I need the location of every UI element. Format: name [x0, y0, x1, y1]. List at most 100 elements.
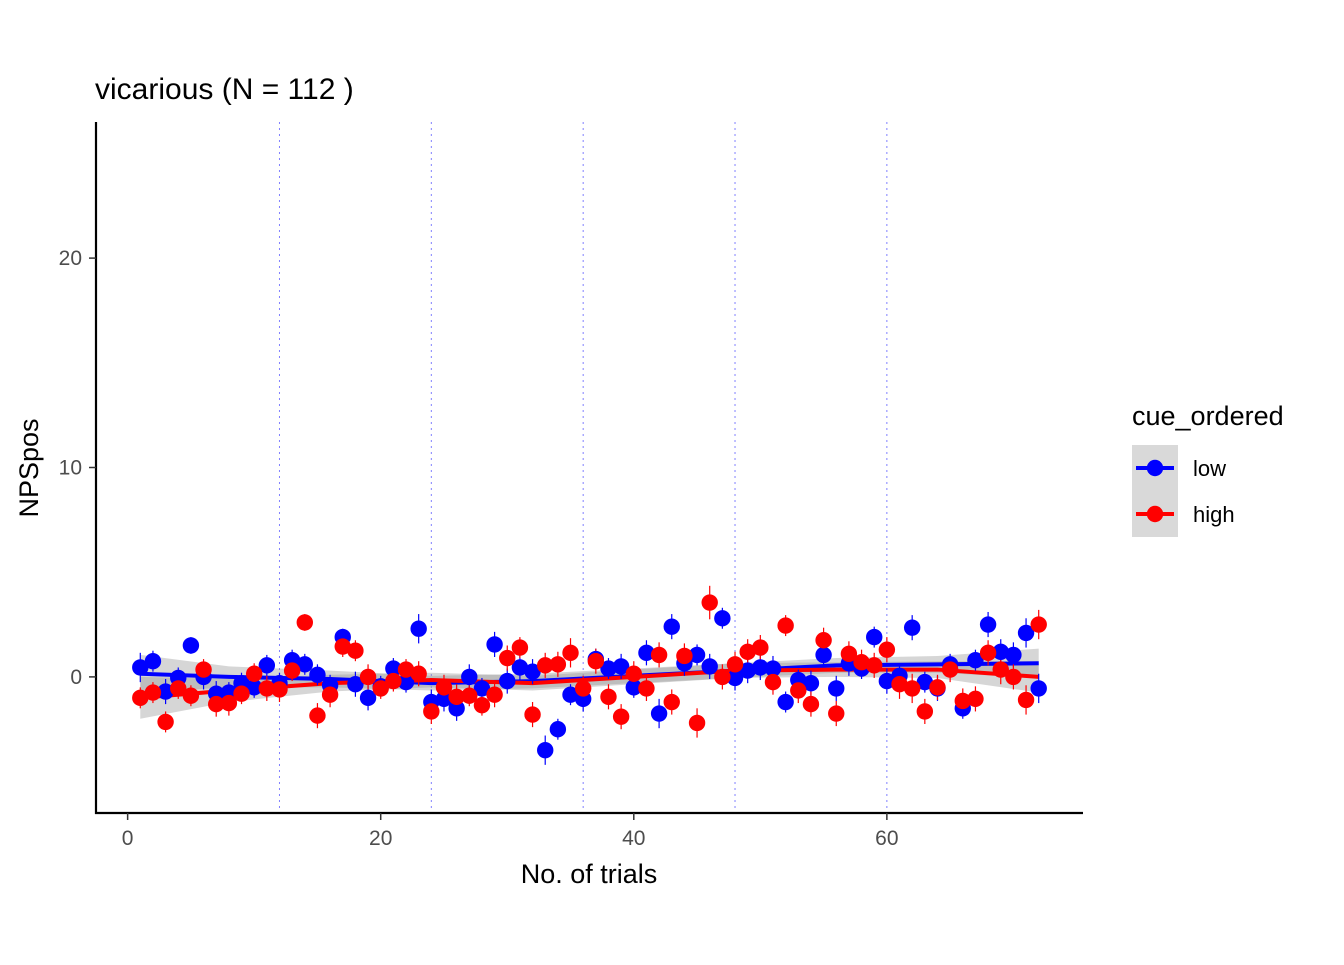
- data-point-low: [688, 646, 706, 664]
- data-point-high: [233, 685, 250, 702]
- data-point-low: [486, 636, 503, 653]
- data-point-high: [941, 661, 959, 678]
- legend-title: cue_ordered: [1132, 401, 1284, 431]
- data-point-low: [524, 663, 541, 680]
- data-point-high: [866, 657, 883, 674]
- data-point-high: [979, 644, 997, 662]
- data-point-high: [359, 668, 377, 686]
- data-point-high: [347, 642, 364, 659]
- data-points: [132, 594, 1047, 759]
- data-point-low: [726, 669, 744, 687]
- data-point-low: [701, 658, 718, 675]
- data-point-high: [461, 687, 478, 704]
- data-point-high: [334, 638, 351, 655]
- y-tick-label: 10: [59, 457, 82, 480]
- data-point-high: [587, 652, 605, 670]
- data-point-high: [612, 708, 630, 725]
- data-point-high: [726, 656, 744, 673]
- data-point-high: [549, 656, 567, 673]
- data-point-high: [967, 690, 984, 708]
- data-point-low: [258, 657, 276, 674]
- data-point-high: [397, 661, 415, 678]
- data-point-high: [663, 693, 680, 711]
- data-point-high: [271, 681, 288, 698]
- data-point-low: [739, 662, 756, 679]
- data-point-high: [891, 676, 908, 693]
- data-point-low: [828, 680, 845, 697]
- data-point-high: [410, 665, 427, 682]
- data-point-low: [537, 741, 554, 759]
- legend: cue_ordered low high: [1132, 401, 1284, 537]
- data-point-low: [1005, 646, 1022, 664]
- data-point-low: [1017, 624, 1035, 642]
- x-tick-label: 20: [369, 827, 392, 850]
- data-point-high: [1017, 691, 1035, 709]
- data-point-high: [448, 688, 465, 705]
- data-point-low: [612, 658, 630, 675]
- data-point-low: [132, 659, 149, 676]
- data-point-high: [195, 661, 212, 678]
- data-point-low: [309, 666, 326, 683]
- vertical-reference-lines: [278, 122, 888, 813]
- data-point-low: [1030, 680, 1047, 697]
- data-point-high: [524, 706, 541, 723]
- legend-key-point-high: [1146, 505, 1164, 523]
- data-point-low: [903, 619, 921, 636]
- data-point-high: [638, 680, 655, 697]
- legend-items: low high: [1132, 445, 1235, 537]
- data-point-low: [714, 610, 731, 627]
- data-point-high: [802, 695, 820, 713]
- data-point-high: [296, 614, 313, 631]
- data-point-low: [992, 643, 1009, 660]
- x-tick-label: 0: [122, 827, 134, 850]
- data-point-high: [739, 643, 756, 660]
- data-point-low: [397, 673, 415, 691]
- data-point-low: [410, 620, 427, 637]
- data-point-high: [828, 705, 845, 722]
- legend-key-point-low: [1146, 459, 1164, 477]
- data-point-high: [840, 645, 858, 663]
- data-point-high: [385, 672, 402, 690]
- data-point-low: [347, 676, 364, 693]
- data-point-high: [309, 707, 326, 724]
- data-point-low: [752, 659, 769, 676]
- data-point-high: [511, 639, 529, 656]
- ticks: 0 20 40 60 0 10 20: [59, 247, 899, 850]
- data-point-low: [967, 651, 984, 669]
- x-axis-label: No. of trials: [521, 859, 658, 889]
- data-point-high: [853, 654, 870, 671]
- y-axis-label: NPSpos: [14, 418, 44, 517]
- data-point-high: [537, 657, 554, 674]
- data-point-low: [157, 683, 174, 700]
- data-point-high: [423, 703, 440, 720]
- data-point-high: [764, 673, 782, 691]
- data-point-high: [688, 714, 706, 732]
- legend-label-high: high: [1193, 502, 1235, 527]
- y-tick-label: 20: [59, 247, 82, 270]
- x-tick-label: 40: [622, 827, 645, 850]
- data-point-high: [903, 680, 921, 697]
- data-point-low: [549, 721, 567, 738]
- data-point-low: [359, 689, 377, 707]
- data-point-low: [511, 659, 529, 676]
- data-point-high: [486, 686, 503, 703]
- data-point-low: [866, 628, 883, 646]
- data-point-low: [916, 673, 934, 691]
- data-point-high: [499, 649, 516, 667]
- data-point-high: [562, 644, 579, 662]
- data-point-low: [562, 686, 579, 703]
- data-point-low: [878, 672, 896, 690]
- data-point-low: [473, 680, 491, 697]
- data-point-low: [461, 668, 478, 686]
- data-point-high: [321, 686, 339, 703]
- data-point-low: [296, 656, 313, 673]
- data-point-low: [144, 652, 162, 670]
- data-point-high: [929, 679, 946, 696]
- data-point-low: [979, 616, 997, 633]
- data-point-low: [777, 693, 794, 711]
- data-point-low: [638, 644, 655, 662]
- data-point-low: [650, 705, 668, 722]
- data-point-high: [473, 696, 491, 714]
